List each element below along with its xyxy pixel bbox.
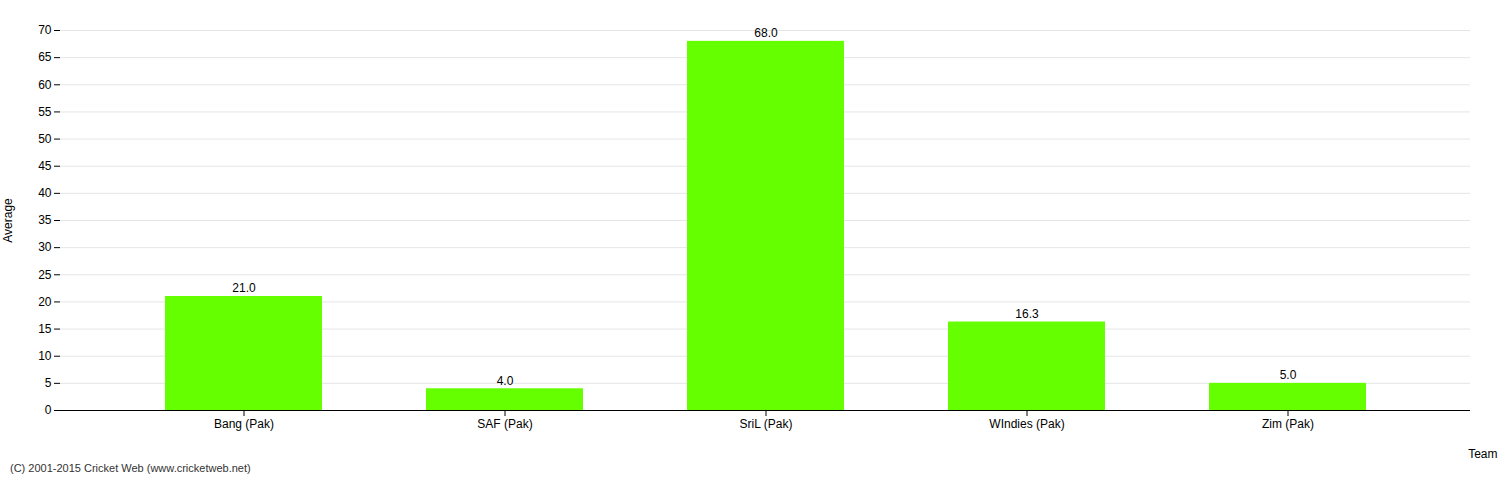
svg-text:WIndies (Pak): WIndies (Pak) — [989, 417, 1064, 431]
svg-text:21.0: 21.0 — [232, 281, 256, 295]
svg-text:5.0: 5.0 — [1280, 368, 1297, 382]
svg-text:50: 50 — [38, 132, 52, 146]
svg-text:45: 45 — [38, 159, 52, 173]
svg-text:55: 55 — [38, 105, 52, 119]
svg-text:5: 5 — [45, 376, 52, 390]
svg-text:30: 30 — [38, 240, 52, 254]
svg-text:35: 35 — [38, 213, 52, 227]
svg-text:0: 0 — [45, 403, 52, 417]
svg-text:70: 70 — [38, 23, 52, 37]
svg-text:65: 65 — [38, 50, 52, 64]
html-text:(C) 2001-2015 Cricket Web (www: (C) 2001-2015 Cricket Web (www.cricketwe… — [10, 462, 251, 474]
svg-text:Average: Average — [1, 198, 15, 243]
svg-text:68.0: 68.0 — [754, 26, 778, 40]
svg-text:25: 25 — [38, 268, 52, 282]
svg-text:15: 15 — [38, 322, 52, 336]
svg-text:20: 20 — [38, 295, 52, 309]
svg-text:SriL (Pak): SriL (Pak) — [740, 417, 793, 431]
svg-text:60: 60 — [38, 78, 52, 92]
svg-text:Team: Team — [1468, 447, 1497, 461]
svg-text:16.3: 16.3 — [1015, 307, 1039, 321]
svg-text:4.0: 4.0 — [497, 374, 514, 388]
svg-text:SAF (Pak): SAF (Pak) — [477, 417, 532, 431]
svg-text:40: 40 — [38, 186, 52, 200]
svg-text:Bang (Pak): Bang (Pak) — [214, 417, 274, 431]
svg-text:Zim (Pak): Zim (Pak) — [1262, 417, 1314, 431]
svg-text:10: 10 — [38, 349, 52, 363]
